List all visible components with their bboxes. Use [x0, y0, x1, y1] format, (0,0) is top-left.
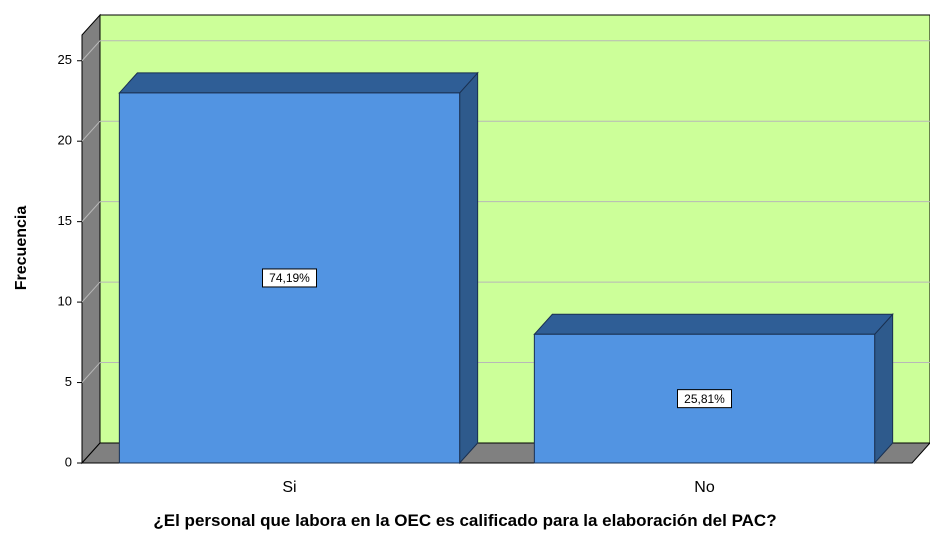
- x-tick-label: Si: [282, 479, 296, 496]
- y-tick-label: 25: [58, 52, 72, 67]
- grid-line: [81, 201, 101, 222]
- grid-line: [81, 120, 101, 142]
- y-tick-label: 0: [65, 454, 72, 469]
- bar: [118, 92, 461, 464]
- y-tick-label: 15: [58, 213, 72, 228]
- y-axis-title: Frecuencia: [13, 206, 30, 291]
- bar-side: [459, 71, 479, 465]
- grid-line: [81, 362, 101, 383]
- data-label-box: [677, 389, 732, 409]
- data-label-box: [262, 268, 317, 288]
- grid-line: [81, 40, 101, 62]
- x-axis-title: ¿El personal que labora en la OEC es cal…: [153, 511, 777, 530]
- bar-side: [874, 312, 894, 465]
- x-tick-label: No: [694, 479, 715, 496]
- y-tick-label: 5: [65, 374, 72, 389]
- y-tick-label: 20: [58, 133, 72, 148]
- data-label: 25,81%: [684, 392, 725, 406]
- y-tick-label: 10: [58, 294, 72, 309]
- left-wall: [81, 13, 101, 465]
- data-label: 74,19%: [269, 271, 310, 285]
- bar-top: [118, 72, 479, 94]
- chart: Frecuencia 0 5 10 15 20 25 Si 74,19% No 25,81%: [13, 13, 930, 496]
- bar-top: [533, 313, 894, 335]
- grid-line: [81, 281, 101, 303]
